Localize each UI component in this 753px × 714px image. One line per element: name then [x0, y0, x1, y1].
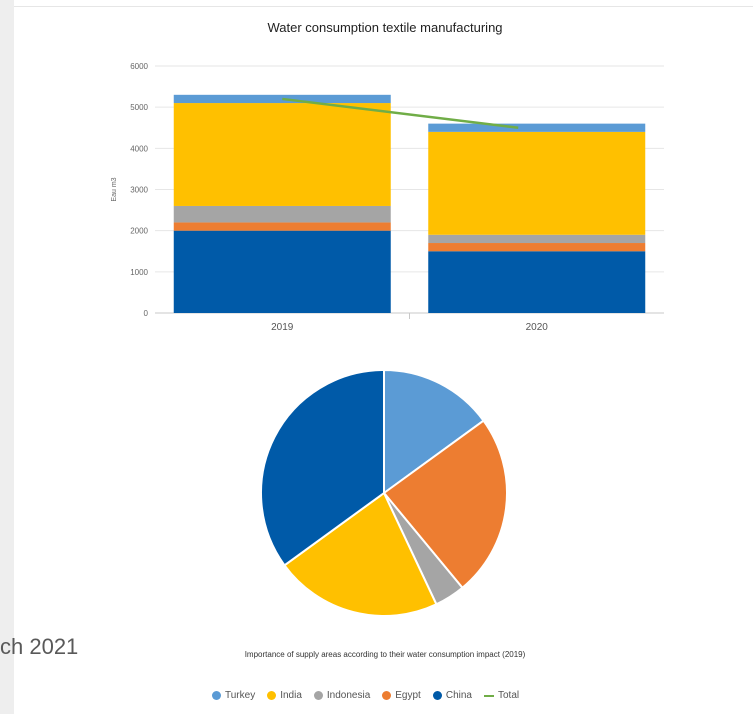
y-tick-label: 4000 [130, 144, 148, 153]
x-tick-label: 2020 [526, 322, 549, 333]
chart-legend: Turkey India Indonesia Egypt China Total [212, 690, 519, 701]
legend-label: Total [497, 690, 520, 701]
legend-item-china[interactable]: China [432, 690, 472, 701]
legend-dot-icon [212, 691, 221, 700]
bar-segment-china [428, 251, 646, 313]
slide-date-fragment: ch 2021 [0, 634, 79, 659]
left-gutter [0, 0, 14, 714]
legend-label: Indonesia [326, 690, 371, 701]
y-tick-label: 0 [144, 309, 149, 318]
y-axis-label: Eau m3 [111, 177, 118, 201]
legend-item-total[interactable]: Total [483, 690, 520, 701]
bar-segment-egypt [173, 222, 391, 231]
total-line [282, 97, 519, 129]
bar-chart-title: Water consumption textile manufacturing [267, 20, 503, 35]
y-tick-label: 5000 [130, 103, 148, 112]
pie-slice-egypt [382, 419, 508, 590]
pie-slice-india [283, 491, 438, 617]
y-tick-label: 1000 [130, 268, 148, 277]
y-tick-label: 3000 [130, 186, 148, 195]
top-border [14, 0, 753, 7]
pie-slice-china [260, 368, 385, 567]
bar-segment-turkey [428, 123, 646, 132]
legend-dot-icon [382, 691, 392, 700]
legend-dot-icon [432, 691, 442, 700]
legend-label: India [280, 690, 302, 701]
legend-label: Egypt [395, 690, 421, 701]
bar-chart: 0 1000 2000 3000 4000 5000 6000 Eau m3 2019 2020 [111, 62, 664, 333]
bar-segment-india [428, 131, 646, 235]
pie-chart [260, 368, 508, 617]
bar-segment-india [173, 103, 391, 206]
legend-label: China [445, 690, 472, 701]
legend-item-india[interactable]: India [267, 690, 302, 701]
legend-item-egypt[interactable]: Egypt [382, 690, 421, 701]
bar-segment-indonesia [428, 234, 646, 244]
x-tick-label: 2019 [271, 322, 294, 333]
pie-slice-turkey [383, 368, 485, 495]
legend-label: Turkey [225, 690, 256, 701]
legend-item-turkey[interactable]: Turkey [212, 690, 255, 701]
legend-item-indonesia[interactable]: Indonesia [313, 690, 371, 701]
legend-line-swatch [483, 694, 494, 697]
pie-chart-caption: Importance of supply areas according to … [244, 650, 526, 659]
legend-dot-icon [267, 691, 277, 700]
y-tick-label: 6000 [130, 62, 148, 71]
y-tick-label: 2000 [130, 227, 148, 236]
bar-segment-egypt [428, 243, 646, 252]
legend-dot-icon [313, 691, 323, 700]
bar-segment-china [173, 230, 391, 313]
bar-segment-indonesia [173, 205, 391, 223]
